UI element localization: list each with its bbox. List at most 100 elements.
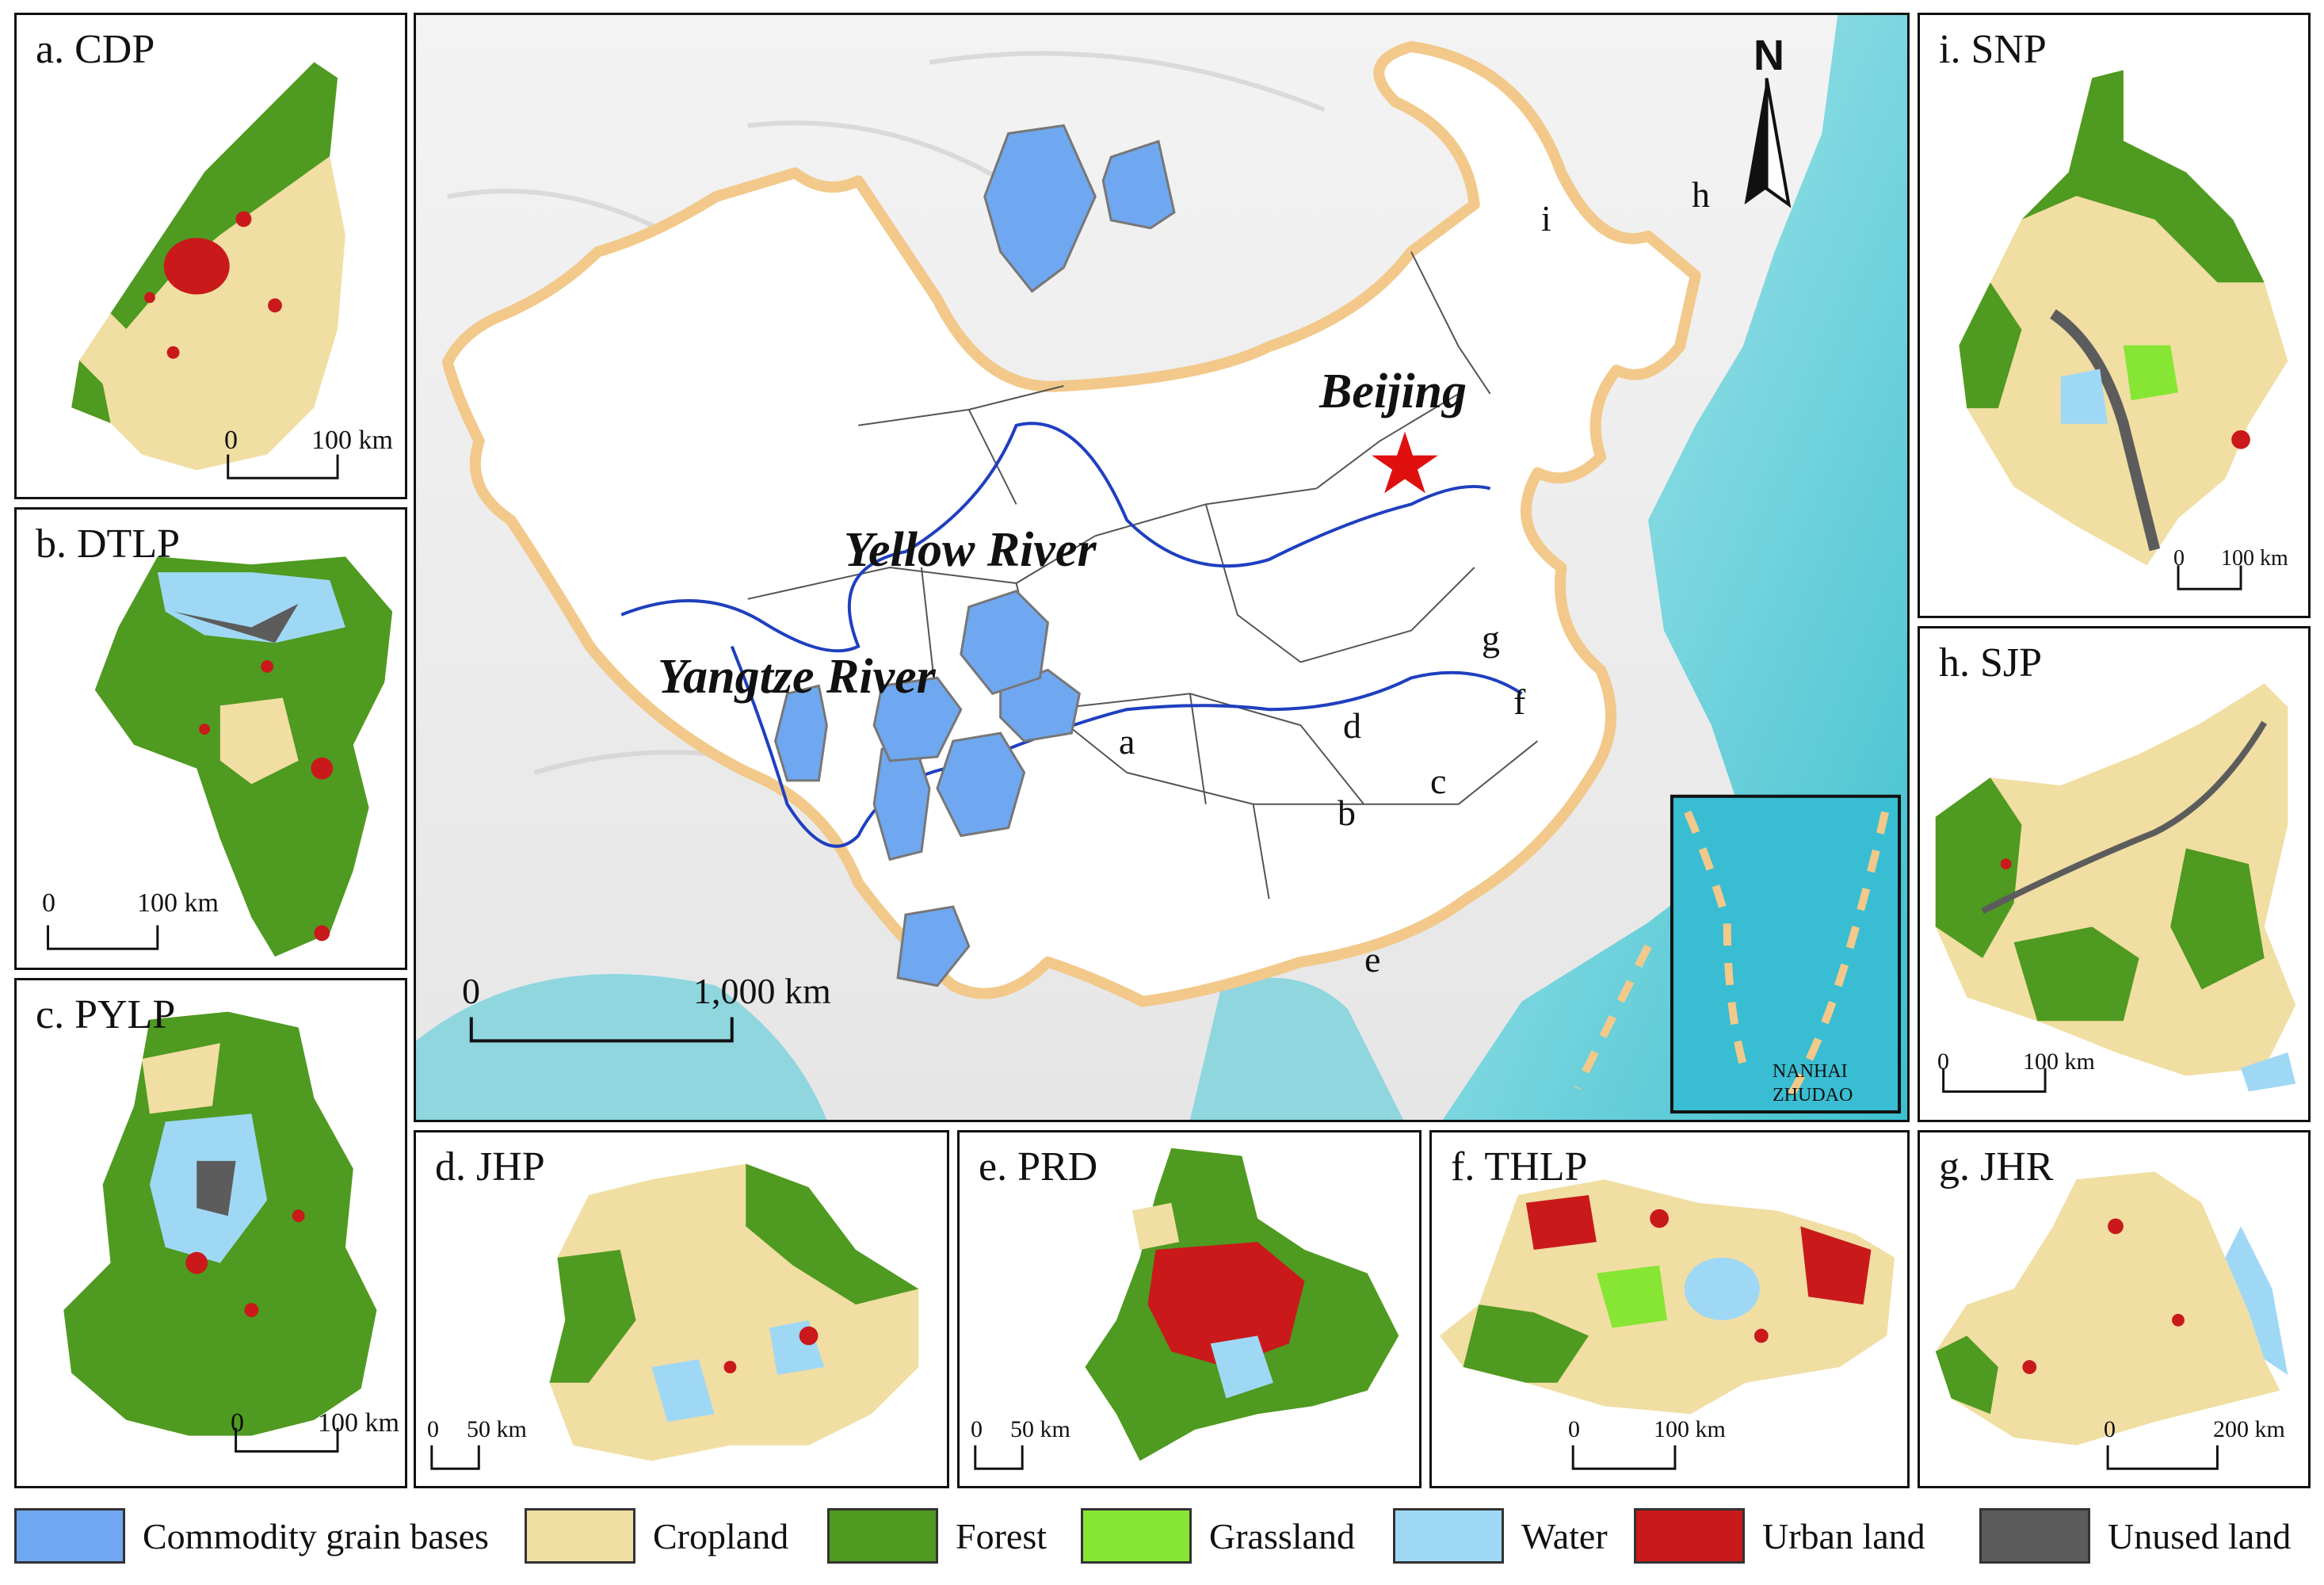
panel-b-scale-end: 100 km (137, 888, 219, 918)
panel-g-map (1935, 1171, 2288, 1470)
label-beijing: Beijing (1319, 365, 1467, 418)
legend-item-unused: Unused land (1979, 1504, 2291, 1568)
legend-item-water: Water (1393, 1504, 1608, 1568)
legend-swatch-unused (1979, 1508, 2090, 1564)
panel-d-jhp: d. JHP 0 50 km (414, 1130, 949, 1488)
legend-swatch-grassland (1081, 1508, 1192, 1564)
region-h (1101, 139, 1176, 230)
panel-c-pylp: c. PYLP 0 100 km (14, 978, 407, 1488)
panel-f-map (1439, 1179, 1895, 1470)
panel-h-sjp: h. SJP 0 100 km (1918, 626, 2311, 1122)
legend-swatch-cropland (525, 1508, 635, 1564)
panel-f-scale-end: 100 km (1654, 1416, 1726, 1442)
panel-h-scale-end: 100 km (2023, 1048, 2095, 1075)
panel-a-scale-zero: 0 (224, 426, 238, 455)
panel-e-title: e. PRD (979, 1144, 1098, 1190)
panel-g-title: g. JHR (1939, 1144, 2054, 1190)
legend-item-grassland: Grassland (1081, 1504, 1355, 1568)
panel-d-title: d. JHP (435, 1144, 545, 1190)
panel-c-scale-end: 100 km (318, 1408, 399, 1438)
legend-swatch-forest (827, 1508, 938, 1564)
legend-label-commodity: Commodity grain bases (143, 1515, 489, 1556)
panel-d-scale-end: 50 km (467, 1416, 527, 1442)
north-arrow-icon (1744, 78, 1792, 208)
region-e (896, 905, 971, 987)
capital-star (1372, 431, 1438, 494)
region-f (999, 668, 1081, 743)
region-i (983, 124, 1097, 293)
panel-f-scale-zero: 0 (1568, 1416, 1580, 1442)
panel-b-scale-zero: 0 (42, 888, 55, 918)
legend-label-grassland: Grassland (1209, 1515, 1355, 1556)
panel-c-map (63, 1011, 377, 1453)
panel-a-scale-end: 100 km (311, 426, 393, 455)
panel-d-map (430, 1163, 919, 1470)
panel-b-map (47, 556, 393, 957)
legend-swatch-water (1393, 1508, 1504, 1564)
panel-i-scale-zero: 0 (2173, 546, 2185, 571)
legend-swatch-urban (1634, 1508, 1745, 1564)
region-label-g: g (1482, 618, 1500, 659)
panel-h-scale-zero: 0 (1937, 1048, 1949, 1075)
legend-label-cropland: Cropland (653, 1515, 789, 1556)
main-map-panel: Beijing Yellow River Yangtze River i h g… (414, 13, 1910, 1122)
yellow-river (620, 422, 1491, 653)
region-g (960, 590, 1050, 696)
panel-f-thlp: f. THLP 0 100 km (1429, 1130, 1910, 1488)
legend-label-unused: Unused land (2108, 1515, 2292, 1556)
region-a (774, 684, 828, 782)
inset-label-1: NANHAI (1773, 1061, 1848, 1082)
region-label-b: b (1338, 792, 1356, 833)
legend-label-water: Water (1521, 1515, 1608, 1556)
panel-e-map (974, 1148, 1399, 1470)
inset-label-2: ZHUDAO (1773, 1085, 1853, 1106)
region-label-f: f (1513, 682, 1526, 722)
legend-swatch-commodity (14, 1508, 125, 1564)
legend: Commodity grain bases Cropland Forest Gr… (14, 1504, 2312, 1568)
sea-gulf (1189, 977, 1404, 1120)
china-outline (441, 40, 1701, 1007)
region-label-d: d (1343, 705, 1361, 746)
region-label-c: c (1430, 761, 1447, 801)
panel-i-scale-end: 100 km (2221, 546, 2288, 571)
panel-a-cdp: a. CDP 0 100 km (14, 13, 407, 499)
panel-c-scale-zero: 0 (231, 1408, 244, 1438)
panel-d-scale-zero: 0 (427, 1416, 439, 1442)
panel-i-snp: i. SNP 0 100 km (1918, 13, 2311, 618)
legend-label-urban: Urban land (1762, 1515, 1925, 1556)
legend-label-forest: Forest (956, 1515, 1047, 1556)
panel-a-title: a. CDP (36, 27, 155, 72)
panel-i-title: i. SNP (1939, 27, 2047, 72)
legend-item-cropland: Cropland (525, 1504, 788, 1568)
grain-base-regions (774, 124, 1176, 987)
panel-f-title: f. THLP (1451, 1144, 1588, 1190)
panel-e-scale-zero: 0 (971, 1416, 983, 1442)
region-label-a: a (1119, 721, 1135, 762)
panel-a-map (71, 62, 345, 479)
panel-g-jhr: g. JHR 0 200 km (1918, 1130, 2311, 1488)
region-c (936, 731, 1026, 838)
region-label-h: h (1692, 174, 1710, 215)
panel-i-map (1959, 70, 2288, 590)
inset-frame (1670, 794, 1902, 1114)
panel-h-title: h. SJP (1939, 640, 2043, 686)
main-scale-bar (469, 1017, 734, 1043)
region-label-e: e (1364, 939, 1381, 980)
label-yellow-river: Yellow River (844, 523, 1097, 577)
region-label-i: i (1541, 198, 1551, 239)
main-scale-zero: 0 (462, 971, 480, 1011)
north-label: N (1753, 32, 1784, 79)
region-d (872, 676, 963, 762)
panel-g-scale-end: 200 km (2213, 1416, 2285, 1442)
panel-b-dtlp: b. DTLP 0 100 km (14, 507, 407, 970)
panel-e-prd: e. PRD 0 50 km (957, 1130, 1421, 1488)
panel-b-title: b. DTLP (36, 521, 180, 567)
panel-g-scale-zero: 0 (2104, 1416, 2116, 1442)
panel-e-scale-end: 50 km (1010, 1416, 1070, 1442)
label-yangtze-river: Yangtze River (658, 650, 936, 704)
panel-h-map (1935, 683, 2296, 1093)
panel-c-title: c. PYLP (36, 992, 176, 1037)
nine-dash-line (1573, 810, 1889, 1098)
legend-item-urban: Urban land (1634, 1504, 1925, 1568)
main-map-svg (416, 15, 1907, 1120)
